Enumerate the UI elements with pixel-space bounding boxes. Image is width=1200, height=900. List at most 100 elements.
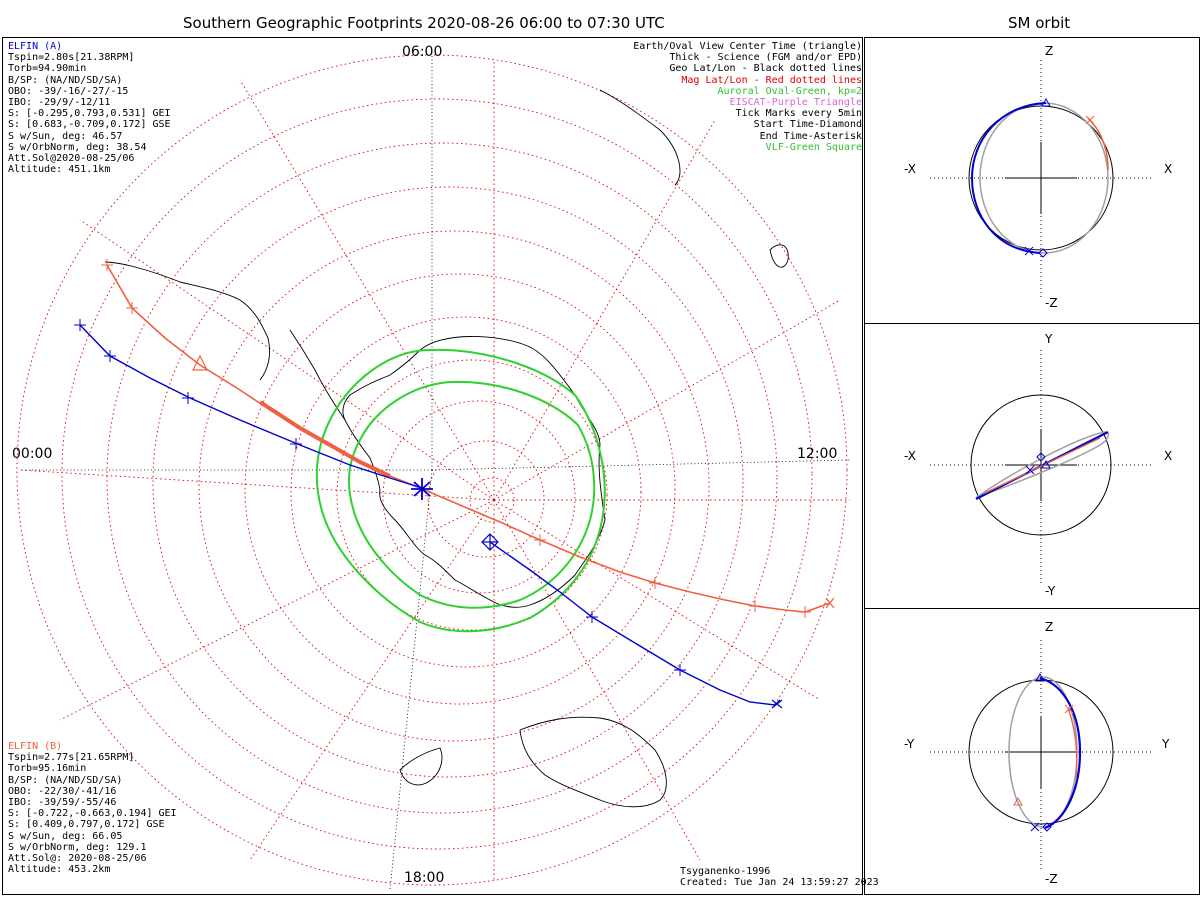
- elfin-b-line: Torb=95.16min: [8, 763, 87, 775]
- elfin-a-line: S w/OrbNorm, deg: 38.54: [8, 141, 147, 153]
- geo-latlon-grid: [20, 50, 851, 891]
- elfin-b-line: S w/OrbNorm, deg: 129.1: [8, 841, 147, 853]
- elfin-b-line: Altitude: 453.2km: [8, 864, 111, 876]
- elfin-b-tick: [101, 259, 113, 271]
- orbit-panel-xz: [864, 37, 1200, 324]
- antarctic-peninsula: [289, 329, 346, 421]
- panel3-bottom-label: -Z: [1045, 872, 1058, 886]
- elfin-b-tick: [799, 606, 811, 618]
- elfin-b-line: S w/Sun, deg: 66.05: [8, 830, 123, 842]
- elfin-a-line: S: [0.683,-0.709,0.172] GSE: [8, 119, 171, 131]
- africa-coast: [599, 89, 681, 186]
- panel2-left-label: -X: [904, 449, 916, 463]
- elfin-a-tick: [74, 319, 86, 331]
- elfin-b-view-center-triangle: [192, 354, 208, 371]
- elfin-a-tick-marks: [74, 319, 686, 676]
- time-label-right: 12:00: [797, 446, 838, 462]
- mag-lat-circle: [16, 54, 848, 886]
- elfin-b-tick: [534, 534, 546, 546]
- elfin-a-start-diamond: [481, 533, 499, 551]
- time-label-bottom: 18:00: [404, 870, 445, 886]
- time-label-left: 00:00: [12, 446, 53, 462]
- mag-lat-circle: [244, 273, 676, 705]
- madagascar-coast: [769, 244, 789, 268]
- panel2-right-label: X: [1164, 449, 1173, 463]
- coastlines: [104, 89, 789, 808]
- legend-item: EISCAT-Purple Triangle: [729, 97, 862, 109]
- created-label: Created: Tue Jan 24 13:59:27 2023: [680, 877, 879, 889]
- legend-item: Earth/Oval View Center Time (triangle): [633, 41, 862, 52]
- elfin-b-line: IBO: -39/59/-55/46: [8, 797, 117, 809]
- legend-item: Geo Lat/Lon - Black dotted lines: [669, 63, 862, 75]
- panel1-left-label: -X: [904, 162, 916, 176]
- elfin-b-line: S: [-0.722,-0.663,0.194] GEI: [8, 808, 177, 820]
- panel3-top-label: Z: [1045, 620, 1054, 634]
- elfin-b-name: ELFIN (B): [8, 741, 63, 752]
- orbit-title: SM orbit: [1008, 14, 1071, 32]
- south-america-coast: [104, 261, 271, 381]
- elfin-a-tick: [182, 392, 194, 404]
- orbit-panel-yz: [864, 608, 1200, 895]
- elfin-a-line: OBO: -39/-16/-27/-15: [8, 85, 129, 97]
- elfin-a-line: Altitude: 451.1km: [8, 164, 111, 176]
- elfin-b-line: OBO: -22/30/-41/16: [8, 785, 117, 797]
- model-label: Tsyganenko-1996: [680, 866, 771, 877]
- geo-lon-line: [389, 469, 433, 891]
- legend-item: Thick - Science (FGM and/or EPD): [669, 52, 862, 64]
- elfin-b-tick: [749, 600, 761, 612]
- mag-lon-line: [493, 299, 841, 501]
- mag-lat-circle: [427, 440, 545, 558]
- panel3-right-label: Y: [1162, 737, 1170, 751]
- elfin-a-end-marker: [771, 699, 783, 709]
- elfin-a-line: B/SP: (NA/ND/SD/SA): [8, 74, 123, 86]
- elfin-a-track: [79, 324, 423, 489]
- legend-item: Start Time-Diamond: [753, 119, 862, 131]
- panel2-bottom-label: -Y: [1045, 584, 1056, 598]
- elfin-b-tick: [126, 302, 138, 314]
- elfin-a-tick: [674, 664, 686, 676]
- mag-lon-line: [493, 499, 701, 861]
- elfin-a-line: S: [-0.295,0.793,0.531] GEI: [8, 108, 171, 120]
- legend: Earth/Oval View Center Time (triangle) T…: [633, 41, 862, 153]
- elfin-a-end-asterisk: [411, 478, 433, 500]
- mag-lon-line: [493, 119, 716, 501]
- elfin-a-line: Torb=94.90min: [8, 63, 87, 75]
- elfin-a-tick: [104, 350, 116, 362]
- elfin-b-line: B/SP: (NA/ND/SD/SA): [8, 774, 123, 786]
- orbit-panel-xy: [864, 323, 1200, 609]
- mag-lon-line: [249, 499, 495, 861]
- mag-lon-line: [59, 499, 495, 721]
- legend-item: Tick Marks every 5min: [735, 108, 862, 120]
- panel2-top-label: Y: [1045, 332, 1053, 346]
- time-label-top: 06:00: [402, 44, 443, 60]
- elfin-b-tick-marks: [101, 259, 811, 618]
- auroral-oval-inner: [348, 380, 596, 609]
- mag-latlon-grid: [16, 54, 850, 886]
- elfin-a-line: IBO: -29/9/-12/11: [8, 97, 111, 109]
- mag-lat-circle: [198, 230, 710, 742]
- new-zealand-coast: [399, 747, 443, 786]
- mag-lat-circle: [290, 316, 642, 668]
- legend-item: VLF-Green Square: [765, 141, 862, 153]
- mag-lat-circle: [469, 477, 515, 523]
- legend-item: Mag Lat/Lon - Red dotted lines: [681, 74, 862, 86]
- elfin-a-tick: [290, 438, 302, 450]
- elfin-b-start-marker: [825, 597, 835, 609]
- main-title: Southern Geographic Footprints 2020-08-2…: [183, 14, 665, 32]
- elfin-a-line: Tspin=2.80s[21.38RPM]: [8, 52, 135, 64]
- mag-lon-line: [79, 219, 495, 501]
- mag-lat-circle: [336, 359, 608, 631]
- panel1-right-label: X: [1164, 162, 1173, 176]
- auroral-oval-outer: [315, 348, 606, 633]
- elfin-b-science-segment: [258, 400, 391, 478]
- mag-lat-circle: [61, 98, 813, 850]
- mag-lat-circle: [152, 186, 744, 778]
- legend-item: End Time-Asterisk: [759, 130, 862, 142]
- elfin-a-info: ELFIN (A) Tspin=2.80s[21.38RPM] Torb=94.…: [8, 41, 171, 175]
- mag-lat-circle: [106, 142, 778, 814]
- legend-item: Auroral Oval-Green, kp=2: [717, 85, 863, 97]
- elfin-a-line: Att.Sol@2020-08-25/06: [8, 153, 135, 165]
- australia-coast: [519, 716, 667, 808]
- elfin-b-info: ELFIN (B) Tspin=2.77s[21.65RPM] Torb=95.…: [8, 741, 177, 875]
